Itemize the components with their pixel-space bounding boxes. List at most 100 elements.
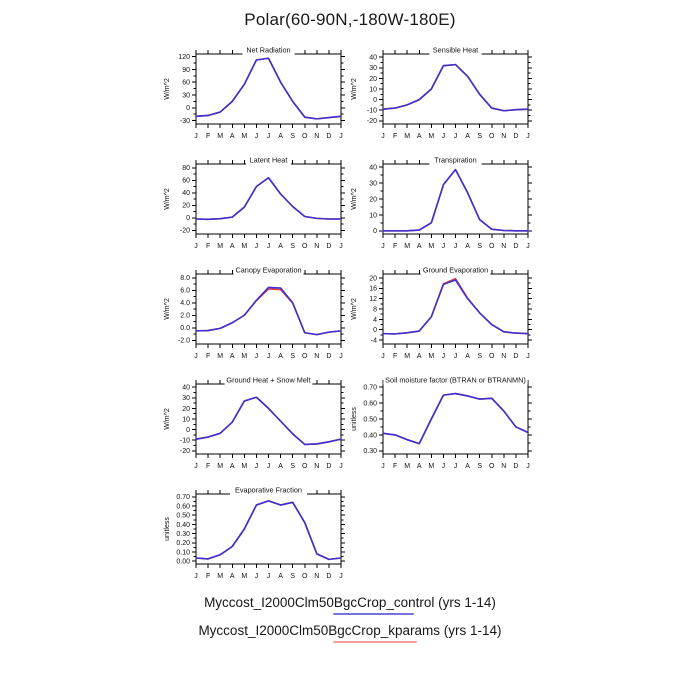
y-tick-label: 90	[182, 67, 190, 74]
x-tick-label: J	[255, 573, 259, 580]
series-kparams-line	[382, 277, 529, 335]
x-tick-label: A	[278, 243, 283, 250]
y-tick-label: 20	[369, 196, 377, 203]
x-tick-label: M	[404, 353, 410, 360]
y-tick-label: -30	[180, 118, 190, 125]
x-tick-label: J	[255, 463, 259, 470]
x-tick-label: O	[302, 243, 308, 250]
y-tick-label: -4	[371, 338, 377, 345]
y-tick-label: 20	[369, 275, 377, 282]
chart-sensible-heat: J F M A M J J A S O N D J -20 -10 0 10 20 30 40 Sensible Hea…	[337, 42, 567, 150]
y-tick-label: 0.70	[363, 385, 377, 392]
y-tick-label: 0.50	[176, 513, 190, 520]
y-tick-label: 0.10	[176, 549, 190, 556]
y-tick-label: 0.40	[363, 432, 377, 439]
x-tick-label: A	[465, 353, 470, 360]
x-tick-label: F	[206, 463, 210, 470]
x-tick-label: J	[526, 243, 530, 250]
x-tick-label: N	[314, 573, 319, 580]
x-tick-label: J	[255, 243, 259, 250]
y-tick-label: -20	[180, 448, 190, 455]
y-tick-label: 10	[182, 416, 190, 423]
x-tick-label: D	[513, 243, 518, 250]
x-tick-label: A	[230, 353, 235, 360]
x-tick-label: J	[194, 463, 198, 470]
x-tick-label: M	[404, 463, 410, 470]
y-tick-label: 60	[182, 80, 190, 87]
chart-canopy-evaporation: J F M A M J J A S O N D J -2.0 0.0 2.0 4.0 6.0 8.0 Canopy E…	[150, 262, 380, 370]
x-tick-label: A	[417, 353, 422, 360]
y-axis-label: W/m^2	[351, 188, 358, 210]
x-tick-label: A	[230, 463, 235, 470]
chart-title: Sensible Heat	[433, 46, 478, 55]
series-control-line	[382, 392, 529, 445]
series-kparams-line	[382, 392, 529, 445]
x-tick-label: O	[489, 243, 495, 250]
y-tick-label: 30	[182, 395, 190, 402]
x-tick-label: O	[302, 463, 308, 470]
x-tick-label: A	[278, 463, 283, 470]
chart-latent-heat: J F M A M J J A S O N D J -20 0 20 40 60 80 Latent Heat W/m^…	[150, 152, 380, 260]
chart-title: Latent Heat	[250, 156, 288, 165]
y-tick-label: 60	[182, 178, 190, 185]
series-control-line	[382, 279, 529, 335]
series-control-line	[195, 176, 342, 221]
chart-title: Net Radiation	[246, 46, 290, 55]
x-tick-label: A	[230, 243, 235, 250]
y-tick-label: 0.60	[176, 503, 190, 510]
y-tick-label: 0.60	[363, 400, 377, 407]
x-tick-label: J	[526, 353, 530, 360]
x-tick-label: S	[290, 463, 295, 470]
series-control-line	[382, 168, 529, 232]
x-tick-label: S	[290, 573, 295, 580]
x-tick-label: J	[194, 243, 198, 250]
y-tick-label: 30	[182, 92, 190, 99]
x-tick-label: S	[477, 463, 482, 470]
y-tick-label: 0	[373, 327, 377, 334]
y-tick-label: 16	[369, 286, 377, 293]
x-tick-label: D	[326, 243, 331, 250]
chart-title: Soil moisture factor (BTRAN or BTRANMN)	[385, 376, 526, 385]
y-tick-label: 0.30	[176, 531, 190, 538]
y-tick-label: 40	[182, 190, 190, 197]
x-tick-label: F	[206, 573, 210, 580]
y-tick-label: 2.0	[180, 313, 190, 320]
legend-line-sample-control	[333, 613, 414, 615]
x-tick-label: M	[428, 133, 434, 140]
y-tick-label: 20	[182, 203, 190, 210]
series-kparams-line	[382, 63, 529, 112]
x-tick-label: J	[194, 353, 198, 360]
y-tick-label: 20	[182, 406, 190, 413]
x-tick-label: J	[526, 463, 530, 470]
y-tick-label: 0.70	[176, 494, 190, 501]
x-tick-label: M	[217, 243, 223, 250]
x-tick-label: J	[454, 243, 458, 250]
y-tick-label: 0.0	[180, 325, 190, 332]
y-axis-label: W/m^2	[164, 78, 171, 100]
legend-entry-kparams: Myccost_I2000Clm50BgcCrop_kparams (yrs 1…	[198, 623, 502, 638]
x-tick-label: J	[339, 243, 343, 250]
y-axis-label: unitless	[351, 407, 358, 431]
x-tick-label: N	[501, 133, 506, 140]
x-tick-label: A	[230, 573, 235, 580]
x-tick-label: J	[194, 133, 198, 140]
x-tick-label: D	[326, 133, 331, 140]
x-tick-label: M	[428, 243, 434, 250]
legend-line-sample-kparams	[333, 641, 417, 643]
x-tick-label: A	[417, 463, 422, 470]
x-tick-label: M	[428, 463, 434, 470]
x-tick-label: N	[314, 353, 319, 360]
x-tick-label: N	[314, 133, 319, 140]
chart-ground-heat-snow-melt: J F M A M J J A S O N D J -20 -10 0 10 20 30 40 Ground Heat …	[150, 372, 380, 480]
x-tick-label: J	[381, 133, 385, 140]
chart-soil-moisture-factor-btran-or-btranmn: J F M A M J J A S O N D J 0.30 0.40 0.50 0.60 0.70 Soil mo…	[337, 372, 567, 480]
x-tick-label: A	[230, 133, 235, 140]
x-tick-label: N	[501, 243, 506, 250]
y-tick-label: 40	[369, 165, 377, 172]
y-tick-label: 80	[182, 165, 190, 172]
y-tick-label: 6.0	[180, 288, 190, 295]
y-tick-label: 4.0	[180, 300, 190, 307]
x-tick-label: M	[241, 133, 247, 140]
x-tick-label: M	[217, 353, 223, 360]
x-tick-label: J	[381, 243, 385, 250]
